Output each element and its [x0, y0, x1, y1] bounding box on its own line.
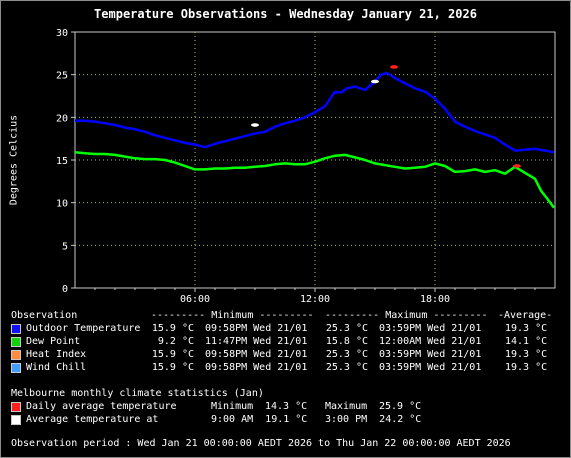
series-line-dew-point — [74, 151, 556, 209]
average-at-label: Average temperature at — [26, 414, 159, 425]
series-lines — [74, 71, 556, 209]
observation-period: Observation period : Wed Jan 21 00:00:00… — [11, 438, 511, 449]
average-at-second: 3:00 PM 24.2 °C — [325, 414, 422, 425]
legend-row-max-time: 03:59PM Wed 21/01 — [379, 349, 482, 360]
climate-markers — [251, 65, 521, 168]
legend-header-min: --------- Minimum --------- — [151, 310, 314, 321]
legend-row-min-value: 15.9 °C — [151, 349, 194, 360]
legend-row-name: Wind Chill — [26, 362, 87, 373]
x-tick-label: 06:00 — [180, 294, 210, 305]
legend-row-min-time: 09:58PM Wed 21/01 — [205, 349, 308, 360]
legend-row-max-value: 15.8 °C — [325, 336, 368, 347]
legend-row-max-value: 25.3 °C — [325, 362, 368, 373]
legend-row-min-time: 09:58PM Wed 21/01 — [205, 362, 308, 373]
daily-average-max-label: Maximum — [325, 401, 368, 412]
legend-row-average: 19.3 °C — [505, 349, 548, 360]
climate-heading: Melbourne monthly climate statistics (Ja… — [11, 388, 264, 399]
legend-swatch — [11, 324, 21, 334]
legend-row-average: 19.3 °C — [505, 362, 548, 373]
y-tick-label: 25 — [56, 71, 68, 82]
legend-row-max-value: 25.3 °C — [325, 323, 368, 334]
legend-row-average: 19.3 °C — [505, 323, 548, 334]
y-tick-label: 0 — [62, 284, 68, 295]
daily-average-max: 25.9 °C — [379, 401, 422, 412]
average-at-swatch — [11, 415, 21, 425]
legend-header-max: --------- Maximum --------- — [325, 310, 488, 321]
legend-row-name: Dew Point — [26, 336, 81, 347]
legend-row-min-value: 15.9 °C — [151, 362, 194, 373]
climate-marker — [371, 79, 379, 84]
y-tick-label: 30 — [56, 28, 68, 39]
legend-row-min-value: 9.2 °C — [157, 336, 194, 347]
legend-row-max-time: 03:59PM Wed 21/01 — [379, 323, 482, 334]
climate-marker — [513, 164, 521, 168]
series-line-outdoor-temperature — [75, 71, 555, 154]
chart-title: Temperature Observations - Wednesday Jan… — [94, 7, 477, 21]
legend-row-max-time: 03:59PM Wed 21/01 — [379, 362, 482, 373]
legend-row-name: Outdoor Temperature — [26, 323, 141, 334]
y-tick-label: 10 — [56, 199, 68, 210]
x-tick-label: 12:00 — [300, 294, 330, 305]
legend-row-average: 14.1 °C — [505, 336, 548, 347]
legend-row-name: Heat Index — [26, 349, 87, 360]
average-at-first: 9:00 AM 19.1 °C — [211, 414, 308, 425]
y-tick-labels: 0 5 10 15 20 25 30 — [56, 28, 75, 295]
y-tick-label: 20 — [56, 113, 68, 124]
legend-swatch — [11, 350, 21, 360]
legend-row-min-time: 09:58PM Wed 21/01 — [205, 323, 308, 334]
legend-row-min-time: 11:47PM Wed 21/01 — [205, 336, 308, 347]
y-tick-label: 15 — [56, 156, 68, 167]
legend-row-max-value: 25.3 °C — [325, 349, 368, 360]
legend-swatch — [11, 363, 21, 373]
legend-header-avg: -Average- — [498, 310, 553, 321]
climate-marker — [251, 123, 259, 127]
legend-row-min-value: 15.9 °C — [151, 323, 194, 334]
x-tick-labels: 06:00 12:00 18:00 — [94, 288, 536, 305]
daily-average-swatch — [11, 402, 21, 412]
legend-header: Observation — [11, 310, 78, 321]
daily-average-label: Daily average temperature — [26, 401, 177, 412]
x-tick-label: 18:00 — [420, 294, 450, 305]
legend-swatch — [11, 337, 21, 347]
daily-average-min: 14.3 °C — [265, 401, 308, 412]
legend-row-max-time: 12:00AM Wed 21/01 — [379, 336, 482, 347]
climate-marker — [390, 65, 398, 69]
grid-lines — [75, 32, 555, 288]
daily-average-min-label: Minimum — [211, 401, 254, 412]
y-tick-label: 5 — [62, 241, 68, 252]
